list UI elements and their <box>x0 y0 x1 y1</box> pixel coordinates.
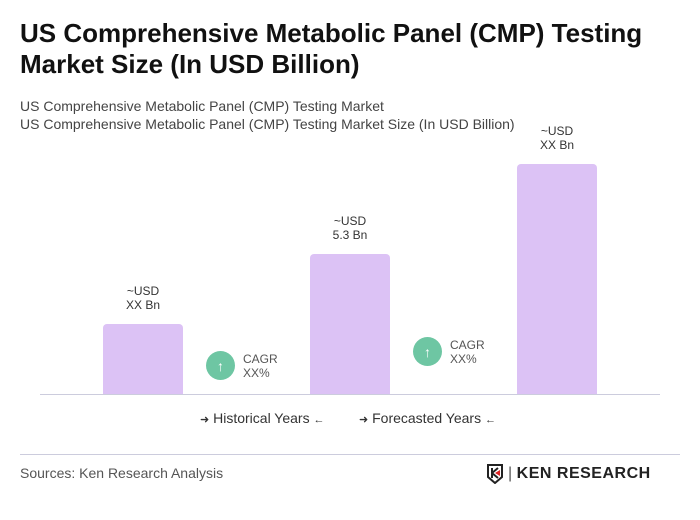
cagr-badge-1: ↑ CAGR XX% <box>206 351 278 380</box>
cagr-value: XX% <box>243 365 270 380</box>
ken-research-logo: | KEN RESEARCH <box>486 464 651 484</box>
bar-1 <box>103 324 183 394</box>
subtitle: US Comprehensive Metabolic Panel (CMP) T… <box>20 98 384 114</box>
bar-data-label: ~USD 5.3 Bn <box>290 214 410 242</box>
arrow-right-icon: ➜ <box>359 414 369 426</box>
source-text: Sources: Ken Research Analysis <box>20 465 224 481</box>
footer-divider <box>20 454 680 455</box>
cagr-badge-2: ↑ CAGR XX% <box>413 337 485 366</box>
arrow-left-icon: ← <box>313 414 325 426</box>
bar-2 <box>310 254 390 394</box>
bar-data-label: ~USD XX Bn <box>497 124 617 152</box>
x-axis <box>40 394 660 395</box>
bar-data-label: ~USD XX Bn <box>83 284 203 312</box>
legend-forecasted: ➜ Forecasted Years ← <box>359 410 496 426</box>
legend-label: Historical Years <box>213 410 310 426</box>
bar-label-line: ~USD <box>540 124 574 139</box>
arrow-up-icon: ↑ <box>206 351 235 380</box>
arrow-up-icon: ↑ <box>413 337 442 366</box>
bar-label-line: 5.3 Bn <box>332 228 368 242</box>
cagr-label: CAGR <box>243 351 278 366</box>
cagr-value: XX% <box>450 351 477 366</box>
chart-subtitle: US Comprehensive Metabolic Panel (CMP) T… <box>20 116 515 132</box>
arrow-right-icon: ➜ <box>200 414 210 426</box>
bar-label-line: ~USD <box>333 214 367 228</box>
bar-label-line: XX Bn <box>539 138 575 153</box>
arrow-left-icon: ← <box>484 414 496 426</box>
cagr-label: CAGR <box>450 337 485 352</box>
logo-icon <box>487 464 503 484</box>
legend-historical: ➜ Historical Years ← <box>200 410 325 426</box>
legend-label: Forecasted Years <box>372 410 482 426</box>
bar-label-line: XX Bn <box>125 298 161 312</box>
bar-label-line: ~USD <box>126 284 160 298</box>
logo-text: KEN RESEARCH <box>516 465 651 482</box>
bar-3 <box>517 164 597 394</box>
page-title: US Comprehensive Metabolic Panel (CMP) T… <box>20 18 643 79</box>
